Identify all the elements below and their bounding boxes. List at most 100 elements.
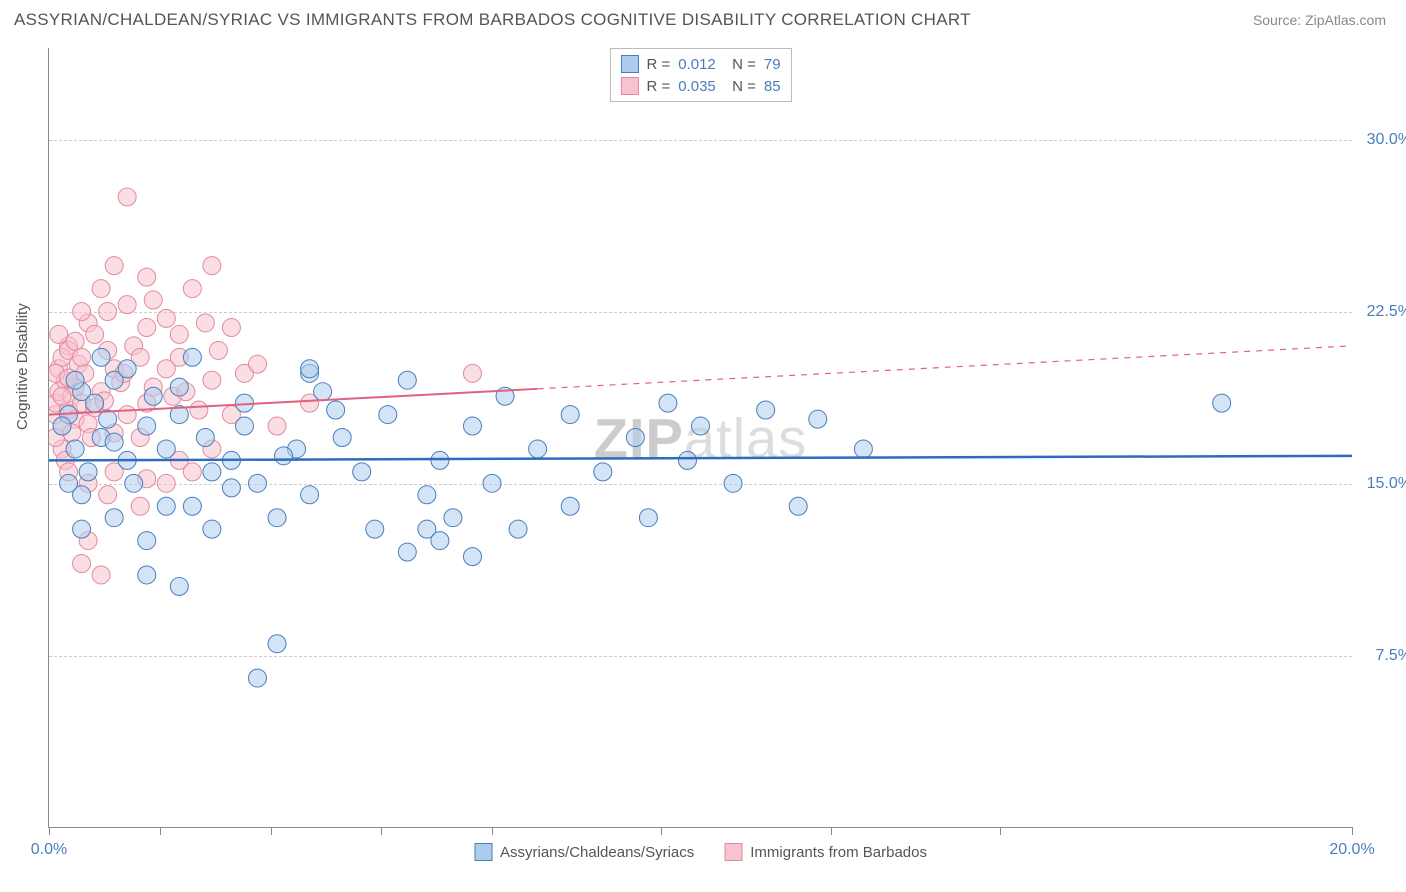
legend-swatch-pink	[620, 77, 638, 95]
data-point	[203, 463, 221, 481]
source-attribution: Source: ZipAtlas.com	[1253, 12, 1386, 28]
data-point	[144, 387, 162, 405]
data-point	[789, 497, 807, 515]
data-point	[157, 309, 175, 327]
data-point	[183, 280, 201, 298]
data-point	[66, 332, 84, 350]
x-tick	[160, 827, 161, 835]
data-point	[431, 532, 449, 550]
data-point	[196, 429, 214, 447]
scatter-plot	[49, 48, 1352, 827]
data-point	[138, 566, 156, 584]
data-point	[157, 474, 175, 492]
data-point	[53, 417, 71, 435]
data-point	[809, 410, 827, 428]
chart-header: ASSYRIAN/CHALDEAN/SYRIAC VS IMMIGRANTS F…	[0, 0, 1406, 36]
data-point	[379, 406, 397, 424]
data-point	[138, 319, 156, 337]
data-point	[757, 401, 775, 419]
y-tick-label: 15.0%	[1367, 475, 1406, 493]
data-point	[1213, 394, 1231, 412]
data-point	[196, 314, 214, 332]
data-point	[73, 520, 91, 538]
data-point	[209, 341, 227, 359]
y-tick-label: 30.0%	[1367, 131, 1406, 149]
data-point	[626, 429, 644, 447]
x-tick	[1352, 827, 1353, 835]
data-point	[183, 463, 201, 481]
data-point	[692, 417, 710, 435]
data-point	[53, 387, 71, 405]
data-point	[594, 463, 612, 481]
data-point	[203, 257, 221, 275]
trend-line-extrapolated	[538, 346, 1352, 389]
data-point	[235, 417, 253, 435]
data-point	[248, 669, 266, 687]
x-tick	[49, 827, 50, 835]
y-tick-label: 22.5%	[1367, 303, 1406, 321]
data-point	[105, 509, 123, 527]
data-point	[418, 486, 436, 504]
data-point	[678, 451, 696, 469]
data-point	[398, 543, 416, 561]
data-point	[203, 520, 221, 538]
data-point	[86, 325, 104, 343]
data-point	[170, 577, 188, 595]
y-tick-label: 7.5%	[1376, 647, 1406, 665]
x-tick	[831, 827, 832, 835]
data-point	[79, 463, 97, 481]
data-point	[118, 296, 136, 314]
data-point	[203, 371, 221, 389]
data-point	[659, 394, 677, 412]
data-point	[190, 401, 208, 419]
data-point	[353, 463, 371, 481]
data-point	[639, 509, 657, 527]
series-legend: Assyrians/Chaldeans/Syriacs Immigrants f…	[474, 843, 927, 861]
data-point	[183, 348, 201, 366]
data-point	[131, 497, 149, 515]
data-point	[222, 319, 240, 337]
data-point	[431, 451, 449, 469]
legend-row-series-1: R = 0.035 N = 85	[620, 75, 780, 97]
data-point	[268, 635, 286, 653]
data-point	[444, 509, 462, 527]
data-point	[398, 371, 416, 389]
data-point	[248, 474, 266, 492]
x-tick	[271, 827, 272, 835]
data-point	[73, 555, 91, 573]
legend-item-series-0: Assyrians/Chaldeans/Syriacs	[474, 843, 694, 861]
data-point	[248, 355, 266, 373]
x-tick	[492, 827, 493, 835]
legend-row-series-0: R = 0.012 N = 79	[620, 53, 780, 75]
data-point	[144, 291, 162, 309]
data-point	[301, 486, 319, 504]
x-axis-min-label: 0.0%	[31, 841, 67, 859]
data-point	[92, 348, 110, 366]
data-point	[268, 509, 286, 527]
data-point	[327, 401, 345, 419]
data-point	[138, 532, 156, 550]
data-point	[157, 497, 175, 515]
data-point	[138, 417, 156, 435]
data-point	[301, 360, 319, 378]
data-point	[483, 474, 501, 492]
data-point	[66, 371, 84, 389]
data-point	[724, 474, 742, 492]
data-point	[561, 406, 579, 424]
legend-swatch-blue	[620, 55, 638, 73]
data-point	[854, 440, 872, 458]
chart-title: ASSYRIAN/CHALDEAN/SYRIAC VS IMMIGRANTS F…	[14, 10, 971, 30]
data-point	[60, 474, 78, 492]
data-point	[222, 479, 240, 497]
data-point	[105, 257, 123, 275]
data-point	[105, 433, 123, 451]
data-point	[73, 348, 91, 366]
correlation-legend: R = 0.012 N = 79 R = 0.035 N = 85	[609, 48, 791, 102]
data-point	[138, 268, 156, 286]
data-point	[99, 486, 117, 504]
data-point	[275, 447, 293, 465]
data-point	[99, 410, 117, 428]
data-point	[92, 280, 110, 298]
chart-plot-area: ZIPatlas 7.5%15.0%22.5%30.0% R = 0.012 N…	[48, 48, 1352, 828]
data-point	[509, 520, 527, 538]
